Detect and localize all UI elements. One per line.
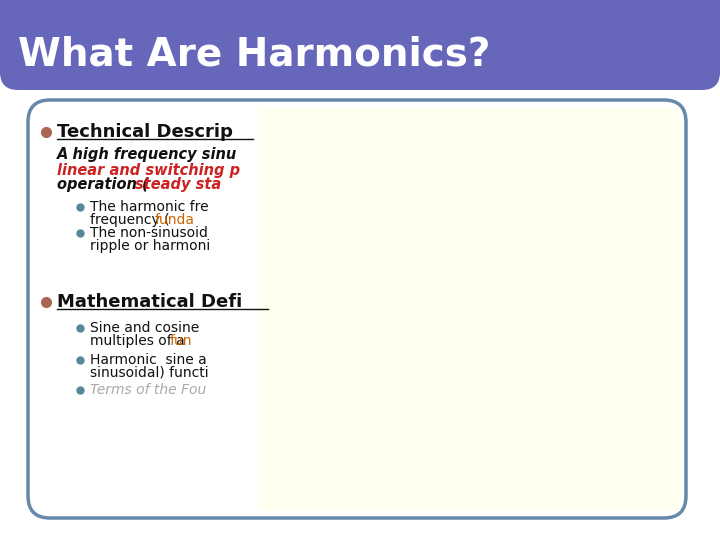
Text: Technical Descrip: Technical Descrip <box>57 123 233 141</box>
Text: multiples of a: multiples of a <box>90 334 189 348</box>
Text: Sine and cosine: Sine and cosine <box>90 321 204 335</box>
Text: ripple or harmoni: ripple or harmoni <box>90 239 210 253</box>
Text: Harmonic  sine a: Harmonic sine a <box>90 353 207 367</box>
Text: steady sta: steady sta <box>135 178 221 192</box>
FancyBboxPatch shape <box>28 100 686 518</box>
FancyBboxPatch shape <box>0 0 720 90</box>
Bar <box>0 0 720 75</box>
Text: sinusoidal) functi: sinusoidal) functi <box>90 366 209 380</box>
Text: fun: fun <box>170 334 192 348</box>
Text: funda: funda <box>155 213 195 227</box>
Text: Terms of the Fou: Terms of the Fou <box>90 383 206 397</box>
Text: operation (: operation ( <box>57 178 148 192</box>
Text: Mathematical Defi: Mathematical Defi <box>57 293 242 311</box>
Text: What Are Harmonics?: What Are Harmonics? <box>18 36 490 74</box>
Bar <box>258 108 680 511</box>
Text: The non-sinusoid: The non-sinusoid <box>90 226 208 240</box>
Text: The harmonic fre: The harmonic fre <box>90 200 209 214</box>
Text: A high frequency sinu: A high frequency sinu <box>57 147 238 163</box>
Text: frequency (: frequency ( <box>90 213 170 227</box>
Text: linear and switching p: linear and switching p <box>57 163 240 178</box>
